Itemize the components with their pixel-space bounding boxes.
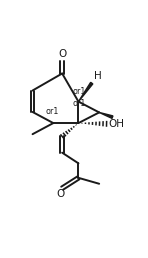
Text: O: O <box>58 50 66 59</box>
Text: or1: or1 <box>73 99 86 108</box>
Text: O: O <box>57 189 65 199</box>
Polygon shape <box>78 82 93 102</box>
Text: OH: OH <box>108 119 124 129</box>
Text: or1: or1 <box>73 87 86 96</box>
Polygon shape <box>99 112 113 118</box>
Text: or1: or1 <box>46 107 59 116</box>
Text: H: H <box>94 71 102 81</box>
